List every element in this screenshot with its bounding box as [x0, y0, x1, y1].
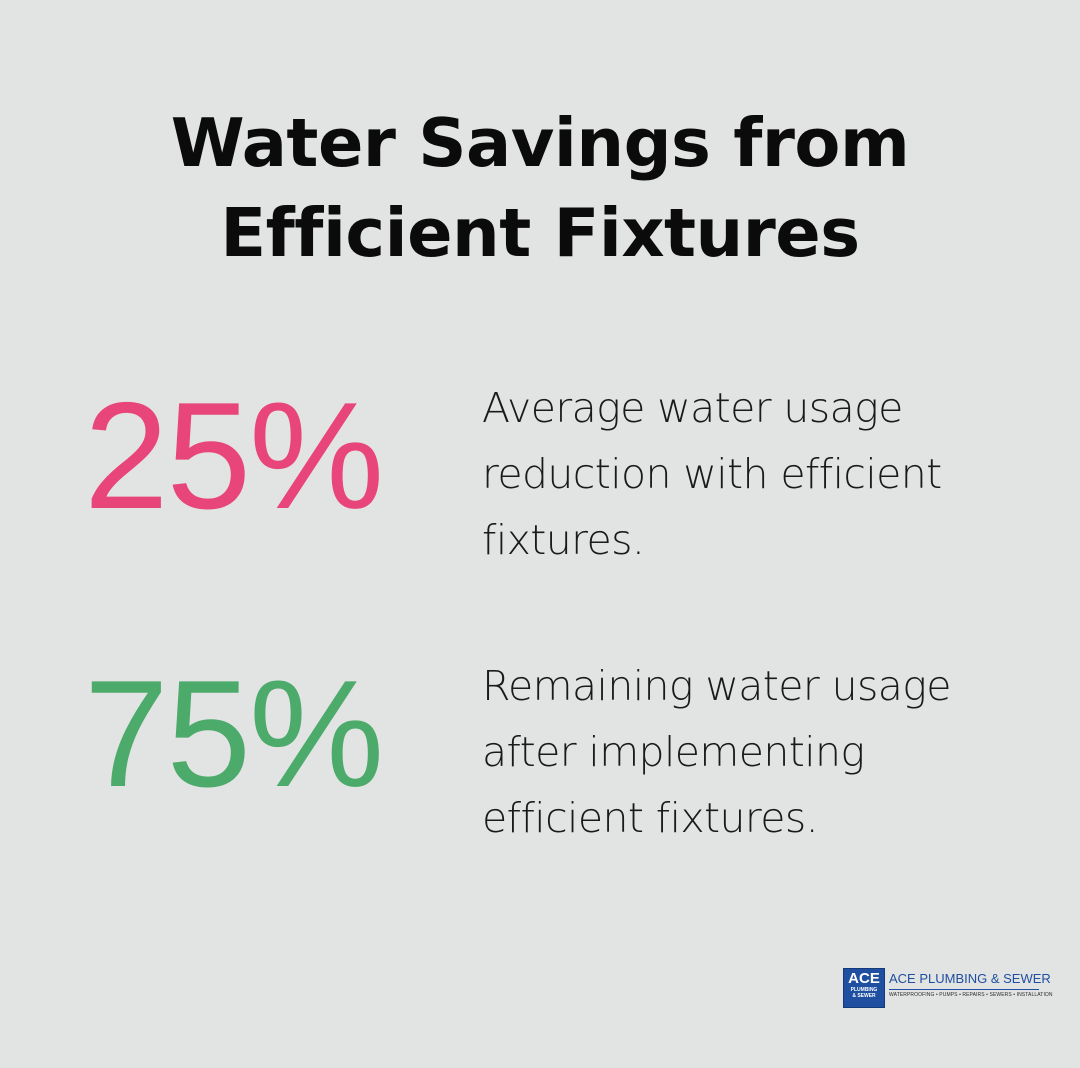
logo-tagline: WATERPROOFING • PUMPS • REPAIRS • SEWERS…: [889, 992, 1053, 998]
stat-description-line: efficient fixtures.: [482, 794, 819, 842]
logo-badge-ace: ACE: [848, 970, 880, 987]
stat-description-line: after implementing: [482, 728, 865, 776]
stat-description-line: Average water usage: [482, 384, 903, 432]
stat-description-line: Remaining water usage: [482, 662, 951, 710]
stat-value-reduction: 25%: [84, 371, 384, 541]
page-title: Water Savings from Efficient Fixtures: [0, 98, 1080, 278]
stat-value-remaining: 75%: [84, 649, 384, 819]
title-line-1: Water Savings from: [170, 104, 910, 182]
logo-divider: [889, 989, 1039, 990]
title-line-2: Efficient Fixtures: [220, 194, 860, 272]
stat-description-line: fixtures.: [482, 516, 645, 564]
stat-description-reduction: Average water usage reduction with effic…: [482, 375, 1042, 573]
stat-description-remaining: Remaining water usage after implementing…: [482, 653, 1042, 851]
stat-description-line: reduction with efficient: [482, 450, 942, 498]
logo-company-name: ACE PLUMBING & SEWER: [889, 971, 1051, 986]
logo-badge: ACE PLUMBING & SEWER: [843, 968, 885, 1008]
logo-badge-line: PLUMBING: [850, 987, 878, 993]
logo-badge-line: & SEWER: [852, 993, 876, 999]
company-logo: ACE PLUMBING & SEWER ACE PLUMBING & SEWE…: [843, 968, 1053, 1008]
